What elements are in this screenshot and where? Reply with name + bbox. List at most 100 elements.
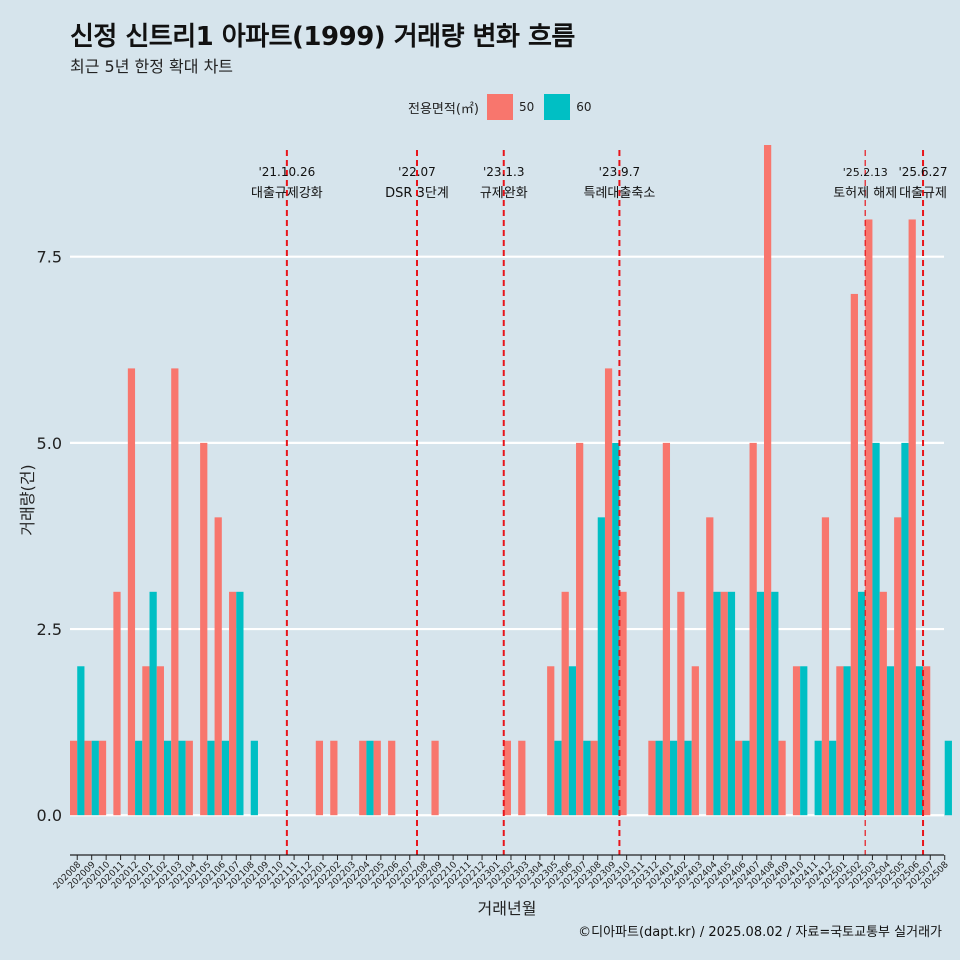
bar-60-202108 xyxy=(250,740,258,816)
bar-50-202104 xyxy=(185,740,193,816)
bar-50-202306 xyxy=(561,591,569,816)
bar-60-202501 xyxy=(843,666,851,816)
bar-50-202204 xyxy=(359,740,367,816)
bar-50-202303 xyxy=(518,740,526,816)
event-label: DSR 3단계 xyxy=(385,186,449,201)
bar-50-202107 xyxy=(229,591,237,816)
bar-60-202102 xyxy=(163,740,172,816)
event-markers: '21.10.26 대출규제강화 '22.07 DSR 3단계 '23.1.3 규제완화 '… xyxy=(251,150,948,855)
bar-60-202407 xyxy=(756,591,764,816)
event-label: 대출규제강화 xyxy=(251,186,323,201)
bar-50-202503 xyxy=(865,219,873,816)
bar-60-202410 xyxy=(800,666,808,816)
bar-50-202205 xyxy=(373,740,381,816)
bar-60-202106 xyxy=(221,740,230,816)
event-label: 규제완화 xyxy=(480,186,528,201)
bar-60-202307 xyxy=(583,740,591,816)
chart-subtitle: 최근 5년 한정 확대 차트 xyxy=(70,57,234,76)
legend-label-50: 50 xyxy=(518,100,535,114)
bar-60-202305 xyxy=(554,740,562,816)
event-label: 토허제 해제 xyxy=(833,186,897,201)
event-label: 특례대출축소 xyxy=(584,186,656,201)
bar-60-202502 xyxy=(857,591,866,816)
y-tick-label: 5.0 xyxy=(37,434,62,453)
bar-50-202507 xyxy=(923,666,931,816)
bar-50-202505 xyxy=(894,517,902,816)
bar-60-202204 xyxy=(366,740,374,816)
bar-50-202501 xyxy=(836,666,844,816)
event-label: 대출규제 xyxy=(899,186,947,201)
legend: 전용면적(㎡) 50 60 xyxy=(408,93,602,121)
bar-50-202312 xyxy=(648,740,656,816)
bar-60-202503 xyxy=(872,442,880,816)
bar-50-202506 xyxy=(908,219,916,816)
bar-50-202405 xyxy=(720,591,728,816)
bar-60-202401 xyxy=(670,740,678,816)
y-tick-label: 7.5 xyxy=(37,248,62,267)
bar-50-202403 xyxy=(691,666,699,816)
bar-60-202309 xyxy=(612,442,620,816)
bar-60-202009 xyxy=(91,740,99,816)
y-tick-label: 0.0 xyxy=(37,806,62,825)
event-date: '25.2.13 xyxy=(843,166,888,179)
bar-50-202105 xyxy=(200,442,208,816)
bar-50-202412 xyxy=(821,517,830,816)
bar-50-202209 xyxy=(431,740,439,816)
event-date: '21.10.26 xyxy=(258,165,315,179)
bar-50-202502 xyxy=(850,293,858,816)
legend-swatch-50 xyxy=(486,94,513,120)
bar-60-202008 xyxy=(77,666,85,816)
bar-60-202412 xyxy=(829,740,837,816)
bar-60-202506 xyxy=(915,666,924,816)
bar-50-202012 xyxy=(127,368,136,816)
bar-50-202305 xyxy=(547,666,555,816)
bar-50-202410 xyxy=(792,666,801,816)
bar-60-202306 xyxy=(568,666,577,816)
bar-50-202504 xyxy=(879,591,887,816)
bar-50-202009 xyxy=(84,740,92,816)
bar-50-202406 xyxy=(735,740,743,816)
y-axis-title: 거래량(건) xyxy=(18,464,37,535)
bar-50-202102 xyxy=(156,666,164,816)
bar-50-202308 xyxy=(590,740,598,816)
bar-50-202202 xyxy=(330,740,338,816)
bar-50-202010 xyxy=(98,740,107,816)
event-date: '23.1.3 xyxy=(483,165,524,179)
bar-50-202103 xyxy=(171,368,179,816)
bar-50-202101 xyxy=(142,666,150,816)
bar-60-202408 xyxy=(771,591,779,816)
bar-50-202206 xyxy=(388,740,396,816)
bar-50-202201 xyxy=(315,740,324,816)
bars xyxy=(70,145,952,816)
chart-title: 신정 신트리1 아파트(1999) 거래량 변화 흐름 xyxy=(70,22,575,52)
bar-60-202406 xyxy=(742,740,750,816)
bar-50-202011 xyxy=(113,591,121,816)
legend-label-60: 60 xyxy=(576,100,592,114)
bar-60-202012 xyxy=(135,740,143,816)
bar-50-202409 xyxy=(778,740,786,816)
y-tick-label: 2.5 xyxy=(37,620,62,639)
bar-50-202310 xyxy=(619,591,627,816)
bar-60-202508 xyxy=(944,740,952,816)
axes: 0.02.55.07.52020082020092020102020112020… xyxy=(18,248,951,918)
event-date: '23.9.7 xyxy=(599,165,640,179)
bar-60-202105 xyxy=(207,740,215,816)
bar-60-202505 xyxy=(901,442,909,816)
bar-50-202307 xyxy=(576,442,584,816)
bar-50-202401 xyxy=(662,442,671,816)
bar-50-202106 xyxy=(214,517,222,816)
legend-title: 전용면적(㎡) xyxy=(408,101,479,117)
bar-50-202407 xyxy=(749,442,757,816)
bar-50-202008 xyxy=(70,740,78,816)
event-date: '25.6.27 xyxy=(898,165,947,179)
bar-50-202309 xyxy=(604,368,613,816)
bar-60-202405 xyxy=(727,591,736,816)
bar-60-202312 xyxy=(655,740,663,816)
source-caption: ©디아파트(dapt.kr) / 2025.08.02 / 자료=국토교통부 실… xyxy=(578,925,942,940)
bar-60-202308 xyxy=(597,517,605,816)
bar-50-202302 xyxy=(503,740,511,816)
bar-50-202408 xyxy=(763,145,772,816)
bar-60-202402 xyxy=(684,740,692,816)
bar-60-202404 xyxy=(713,591,721,816)
